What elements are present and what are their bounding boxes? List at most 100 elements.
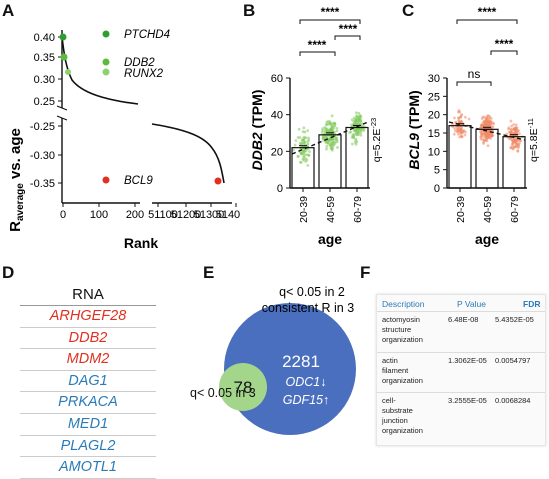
ddb2-dot <box>306 163 310 167</box>
ddb2-dot <box>298 136 302 139</box>
bcl9-dot <box>486 144 490 148</box>
ddb2-dot <box>293 143 297 147</box>
ddb2-dot <box>354 143 358 146</box>
y-break-mark <box>56 105 68 111</box>
bcl9-dot <box>456 130 460 134</box>
bcl9-dots <box>451 109 524 153</box>
bcl9-dot <box>457 116 461 120</box>
go-row-fdr: 0.0068284 <box>495 396 531 405</box>
y-tick-label: -0.30 <box>30 150 55 162</box>
ddb2-dot <box>330 114 334 118</box>
bcl9-dot <box>505 132 509 136</box>
bcl9-y-tick-label: 10 <box>428 146 440 158</box>
panel-label-a: A <box>2 1 15 20</box>
go-row-description: cell-substrate junction organization <box>382 396 452 436</box>
bcl9-dot <box>481 115 485 119</box>
bcl9-q-value: q=5.8E-11 <box>526 118 540 162</box>
rna-gene-list: ARHGEF28 DDB2 MDM2 DAG1 PRKACA MED1 PLAGL2 AMOT… <box>20 306 156 479</box>
ddb2-dot <box>357 116 361 120</box>
bcl9-y-tick-label: 15 <box>428 128 440 140</box>
go-row: cell-substrate junction organization 3.2555… <box>377 392 545 441</box>
ddb2-y-tick-label: 60 <box>271 73 283 85</box>
ddb2-dot <box>355 120 359 124</box>
ddb2-x-ticks: 20-39 40-59 60-79 <box>298 188 364 223</box>
bcl9-dot <box>458 135 462 139</box>
ddb2-dot <box>349 130 353 134</box>
bcl9-dot <box>485 139 489 143</box>
ddb2-dot <box>302 142 306 146</box>
venn-gene-gdf15: GDF15↑ <box>283 393 330 407</box>
y-tick-label: 0.25 <box>34 96 55 108</box>
ddb2-dot <box>352 133 355 136</box>
bcl9-dot <box>511 147 515 151</box>
ddb2-x-tick-label: 20-39 <box>298 196 310 223</box>
bcl9-dot <box>463 130 467 134</box>
ddb2-dot <box>335 126 339 130</box>
ddb2-xlabel: age <box>318 231 342 247</box>
ddb2-dot <box>327 139 331 143</box>
y-tick-label: -0.35 <box>30 178 55 190</box>
bcl9-dot <box>484 135 488 139</box>
ddb2-dot <box>308 150 311 154</box>
go-row-description: actin filament organization <box>382 356 452 386</box>
rna-gene-plagl2: PLAGL2 <box>20 436 156 458</box>
bcl9-dot <box>489 117 493 120</box>
bcl9-x-tick-label: 60-79 <box>509 196 521 223</box>
bcl9-point <box>214 177 222 185</box>
go-desc-line: structure <box>382 325 412 334</box>
bcl9-dot <box>509 119 513 123</box>
bcl9-dot <box>479 123 483 127</box>
bcl9-dot <box>453 116 456 120</box>
go-desc-line: actin <box>382 356 398 365</box>
venn-label-top-2: consistent R in 3 <box>262 301 354 315</box>
ptchd4-point <box>59 33 67 41</box>
bcl9-dot <box>510 142 514 146</box>
go-desc-line: substrate <box>382 406 413 415</box>
ddb2-sig-2-3: **** <box>339 22 358 36</box>
ddb2-dot <box>357 133 360 137</box>
ddb2-dot <box>357 119 361 123</box>
ddb2-dot <box>298 151 302 154</box>
ddb2-dot <box>330 127 333 131</box>
panel-label-f: F <box>360 263 371 282</box>
go-desc-line: organization <box>382 426 423 435</box>
ddb2-dot <box>299 160 302 164</box>
bcl9-dot <box>481 125 485 129</box>
ddb2-bar <box>345 126 369 189</box>
bcl9-x-tick-label: 40-59 <box>482 196 494 223</box>
bcl9-dot <box>483 123 487 127</box>
ddb2-dot <box>306 129 310 133</box>
rank-chart-ylabel: Raverage vs. age <box>7 128 26 232</box>
go-enrichment-table: Description P Value FDR actomyosin struct… <box>376 294 546 446</box>
bcl9-y-tick-label: 30 <box>428 73 440 85</box>
go-desc-line: junction <box>382 416 408 425</box>
rna-gene-arhgef28: ARHGEF28 <box>20 306 156 328</box>
ddb2-dot <box>302 138 306 142</box>
ddb2-dot <box>329 146 333 150</box>
rank-scatter-chart: Raverage vs. age 0.40 0.35 0.30 0.25 -0.… <box>7 29 240 251</box>
bcl9-x-ticks: 20-39 40-59 60-79 <box>455 188 521 223</box>
bcl9-dot <box>484 118 488 122</box>
x-tick-label: 51300 <box>194 209 225 221</box>
x-tick-label: 100 <box>90 209 108 221</box>
bcl9-bracket-1-3 <box>456 19 518 24</box>
ddb2-y-tick-label: 0 <box>277 183 283 195</box>
go-row: actin filament organization 1.3062E-05 0.005… <box>377 352 545 393</box>
rank-chart-xlabel: Rank <box>124 235 158 251</box>
ddb2-dot <box>350 142 354 146</box>
ddb2-dots <box>292 111 366 167</box>
bcl9-dot <box>458 110 462 114</box>
ddb2-bracket-1-3 <box>299 19 361 24</box>
bcl9-x-tick-label: 20-39 <box>455 196 467 223</box>
ddb2-dot <box>306 140 310 143</box>
bcl9-dot <box>487 132 490 136</box>
ddb2-point <box>60 53 68 61</box>
ddb2-dot <box>335 140 339 144</box>
bcl9-sig-2-3: **** <box>495 37 514 51</box>
y-break-mark <box>56 115 68 121</box>
ddb2-dot <box>325 144 329 148</box>
panel-label-d: D <box>2 263 15 282</box>
ddb2-dot <box>296 154 300 158</box>
ddb2-dot <box>352 136 356 140</box>
bcl9-dot <box>516 142 520 146</box>
